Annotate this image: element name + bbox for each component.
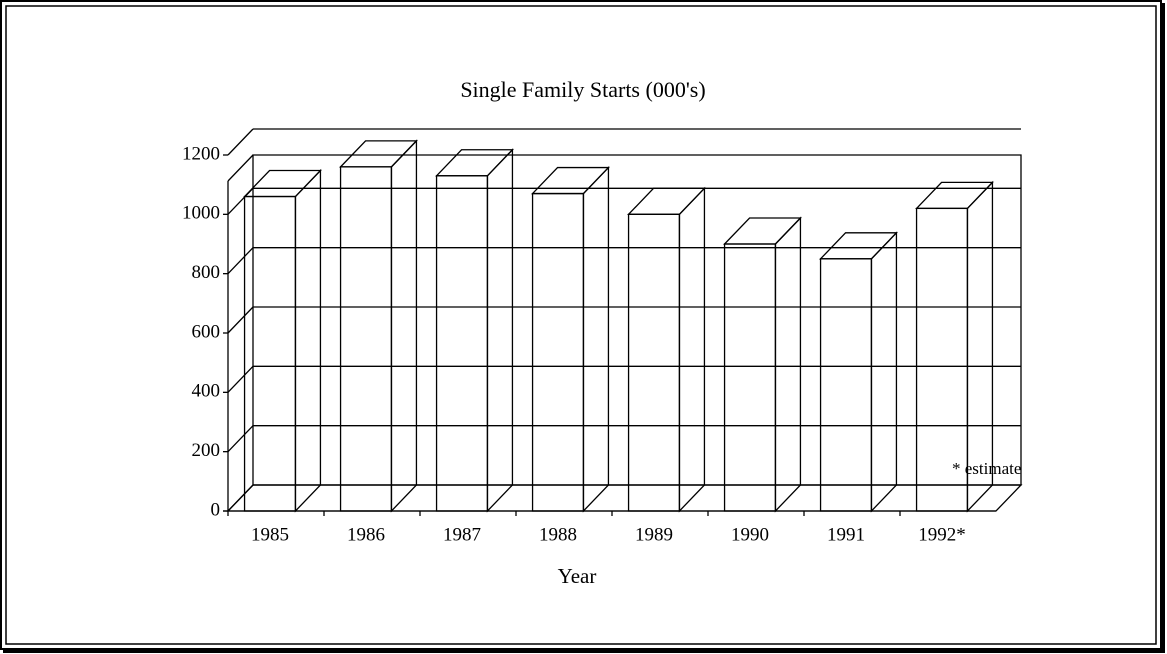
bar <box>243 195 297 512</box>
bar-top <box>723 217 802 245</box>
bar <box>915 207 969 512</box>
floor <box>226 484 1023 512</box>
bar-top <box>819 232 898 260</box>
y-tick-label: 0 <box>211 499 221 520</box>
inner-frame <box>5 5 1157 645</box>
bar-side <box>390 139 418 513</box>
bar-side <box>870 231 898 513</box>
annotation: * estimate <box>952 459 1021 478</box>
side-grid-line <box>227 306 254 334</box>
bar-side <box>582 165 610 513</box>
bar-top <box>243 169 322 198</box>
side-grid-line <box>227 128 254 156</box>
y-tick-label: 800 <box>192 262 221 283</box>
bar-top <box>627 187 706 215</box>
x-tick-label: 1991 <box>827 524 865 545</box>
bar <box>627 213 681 512</box>
bar-side <box>294 168 322 513</box>
bar <box>435 175 489 512</box>
y-tick-label: 1200 <box>182 143 220 164</box>
side-grid-line <box>227 425 254 453</box>
side-grid-line <box>227 247 254 275</box>
bar-side <box>678 186 706 513</box>
bar-top <box>435 149 514 177</box>
x-tick-label: 1986 <box>347 524 385 545</box>
bar-top <box>915 181 994 210</box>
y-tick-label: 600 <box>192 321 221 342</box>
bar <box>723 243 777 512</box>
chart-title: Single Family Starts (000's) <box>460 77 705 102</box>
bar-side <box>774 216 802 513</box>
x-tick-label: 1992* <box>918 524 966 545</box>
x-tick-label: 1988 <box>539 524 577 545</box>
y-tick-label: 400 <box>192 381 221 402</box>
bar-side <box>486 148 514 513</box>
bar <box>339 166 393 512</box>
x-tick-label: 1989 <box>635 524 673 545</box>
y-axis-back <box>227 154 254 182</box>
side-grid-line <box>227 484 254 512</box>
x-tick-label: 1985 <box>251 524 289 545</box>
y-tick-label: 200 <box>192 440 221 461</box>
bar <box>531 192 585 512</box>
x-tick-label: 1990 <box>731 524 769 545</box>
x-tick-label: 1987 <box>443 524 481 545</box>
back-wall <box>252 154 1022 486</box>
x-axis-label: Year <box>558 564 597 588</box>
side-grid-line <box>227 365 254 393</box>
y-tick-label: 1000 <box>182 203 220 224</box>
bar-top <box>339 140 418 168</box>
bar-top <box>531 166 610 195</box>
bar <box>819 258 873 512</box>
